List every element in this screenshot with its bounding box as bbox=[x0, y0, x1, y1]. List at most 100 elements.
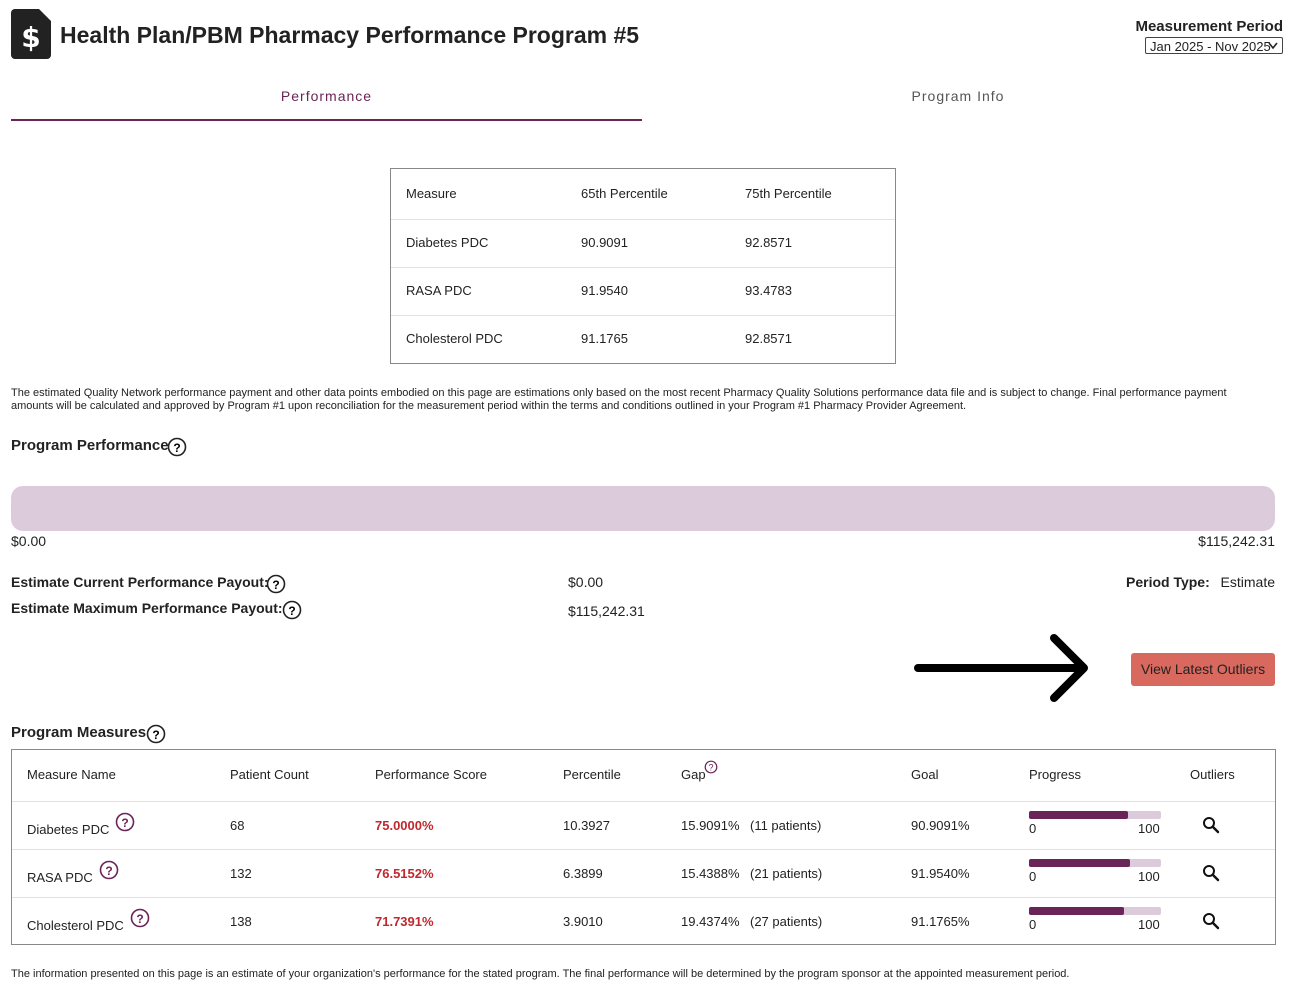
progress-max: 100 bbox=[1138, 917, 1160, 932]
progress-fill bbox=[1029, 811, 1128, 819]
column-header: Goal bbox=[911, 767, 939, 782]
progress-min: 0 bbox=[1029, 869, 1037, 884]
current-payout: $0.00 bbox=[568, 574, 604, 590]
percentile-table: Measure 65th Percentile 75th Percentile Dia… bbox=[390, 168, 896, 364]
svg-text:?: ? bbox=[121, 816, 128, 830]
percentile: 6.3899 bbox=[563, 866, 603, 881]
gap-patients: (11 patients) bbox=[750, 818, 822, 833]
help-glyph: ? bbox=[99, 860, 119, 880]
patient-count: 132 bbox=[230, 866, 252, 881]
table-cell: 92.8571 bbox=[745, 331, 792, 346]
help-icon[interactable]: ? bbox=[146, 724, 166, 744]
help-icon[interactable]: ? bbox=[167, 437, 187, 457]
period-select[interactable]: Jan 2025 - Nov 2025 bbox=[1145, 37, 1283, 54]
progress-fill bbox=[1029, 907, 1124, 915]
table-cell: 92.8571 bbox=[745, 235, 792, 250]
outliers-search[interactable] bbox=[1202, 864, 1220, 887]
tab-underline bbox=[11, 119, 642, 121]
outliers-search[interactable] bbox=[1202, 816, 1220, 839]
progress-max: 100 bbox=[1138, 821, 1160, 836]
period-value: Jan 2025 - Nov 2025 bbox=[1150, 39, 1271, 54]
column-header: Percentile bbox=[563, 767, 621, 782]
help-icon[interactable]: ? bbox=[266, 574, 286, 594]
section-title: Program Measures bbox=[11, 724, 147, 741]
max-payout: $115,242.31 bbox=[568, 603, 645, 619]
help-icon[interactable]: ? bbox=[704, 760, 718, 779]
svg-text:?: ? bbox=[136, 912, 143, 926]
payout-bar-track bbox=[11, 486, 1275, 531]
svg-text:?: ? bbox=[105, 864, 112, 878]
help-icon[interactable]: ? bbox=[115, 812, 135, 837]
period-label: Measurement Period bbox=[1135, 18, 1283, 35]
outliers-search[interactable] bbox=[1202, 912, 1220, 935]
measure-name: Diabetes PDC bbox=[27, 822, 110, 837]
tab-performance[interactable]: Performance bbox=[280, 88, 373, 104]
performance-score: 71.7391% bbox=[375, 914, 434, 929]
patient-count: 68 bbox=[230, 818, 245, 833]
goal: 91.9540% bbox=[911, 866, 970, 881]
scale-min: $0.00 bbox=[11, 533, 47, 549]
help-icon[interactable]: ? bbox=[130, 908, 150, 933]
arrow bbox=[914, 634, 1088, 702]
help-glyph: ? bbox=[115, 812, 135, 832]
help-glyph: ? bbox=[704, 760, 718, 774]
progress-min: 0 bbox=[1029, 917, 1037, 932]
gap-patients: (21 patients) bbox=[750, 866, 823, 881]
column-header: Measure bbox=[406, 186, 457, 201]
gap-patients: (27 patients) bbox=[750, 914, 823, 929]
performance-score: 75.0000% bbox=[375, 818, 434, 833]
scale-max: $115,242.31 bbox=[1198, 533, 1275, 549]
progress-max: 100 bbox=[1138, 869, 1160, 884]
column-header: Gap bbox=[681, 767, 706, 782]
table-cell: 91.1765 bbox=[581, 331, 628, 346]
app-icon: $ bbox=[11, 9, 51, 59]
progress-fill bbox=[1029, 859, 1130, 867]
table-cell: 90.9091 bbox=[581, 235, 628, 250]
goal: 90.9091% bbox=[911, 818, 970, 833]
row-divider bbox=[12, 849, 1275, 850]
footer-note: The information presented on this page i… bbox=[11, 968, 1070, 980]
row-divider bbox=[12, 897, 1275, 898]
period-type: Estimate bbox=[1220, 574, 1275, 590]
row-divider bbox=[12, 801, 1275, 802]
tab-program-info[interactable]: Program Info bbox=[911, 88, 1005, 104]
table-cell: Diabetes PDC bbox=[406, 235, 489, 250]
row-divider bbox=[391, 315, 895, 316]
search-glyph bbox=[1203, 865, 1220, 882]
row-divider bbox=[391, 219, 895, 220]
disclaimer: The estimated Quality Network performanc… bbox=[11, 387, 1227, 412]
table-cell: 93.4783 bbox=[745, 283, 792, 298]
column-header: Outliers bbox=[1190, 767, 1235, 782]
percentile: 3.9010 bbox=[563, 914, 603, 929]
column-header: Performance Score bbox=[375, 767, 487, 782]
gap: 19.4374% bbox=[681, 914, 740, 929]
help-glyph: ? bbox=[130, 908, 150, 928]
progress-min: 0 bbox=[1029, 821, 1037, 836]
column-header: 75th Percentile bbox=[745, 186, 832, 201]
svg-text:$: $ bbox=[21, 21, 40, 54]
help-icon[interactable]: ? bbox=[99, 860, 119, 885]
goal: 91.1765% bbox=[911, 914, 970, 929]
help-icon[interactable]: ? bbox=[282, 600, 302, 620]
performance-score: 76.5152% bbox=[375, 866, 434, 881]
measure-name: Cholesterol PDC bbox=[27, 918, 124, 933]
section-title: Program Performance bbox=[11, 437, 169, 454]
svg-text:?: ? bbox=[708, 763, 713, 773]
column-header: 65th Percentile bbox=[581, 186, 668, 201]
svg-text:?: ? bbox=[288, 604, 295, 618]
table-cell: Cholesterol PDC bbox=[406, 331, 503, 346]
table-cell: 91.9540 bbox=[581, 283, 628, 298]
max-payout-label: Estimate Maximum Performance Payout: bbox=[11, 600, 283, 616]
svg-text:?: ? bbox=[173, 441, 180, 455]
column-header: Measure Name bbox=[27, 767, 116, 782]
percentile: 10.3927 bbox=[563, 818, 610, 833]
view-outliers-button[interactable]: View Latest Outliers bbox=[1131, 653, 1275, 686]
gap: 15.9091% bbox=[681, 818, 740, 833]
period-type-label: Period Type: bbox=[1126, 574, 1210, 590]
row-divider bbox=[391, 267, 895, 268]
measure-name: RASA PDC bbox=[27, 870, 93, 885]
column-header: Progress bbox=[1029, 767, 1082, 782]
measures-table: Measure Name Patient Count Performance Sco… bbox=[11, 749, 1276, 945]
search-glyph bbox=[1203, 817, 1220, 834]
